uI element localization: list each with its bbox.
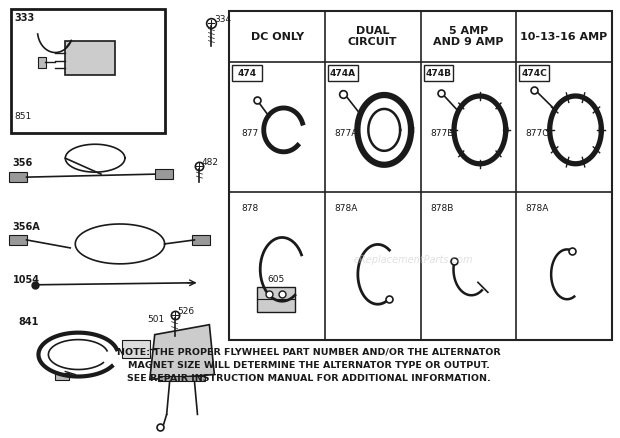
Bar bbox=[423, 66, 453, 81]
Bar bbox=[257, 287, 295, 312]
Text: 877: 877 bbox=[242, 129, 259, 138]
Text: 10-13-16 AMP: 10-13-16 AMP bbox=[520, 32, 608, 42]
Bar bbox=[9, 172, 27, 182]
Bar bbox=[229, 11, 612, 339]
Bar bbox=[55, 372, 69, 381]
Text: DUAL
CIRCUIT: DUAL CIRCUIT bbox=[348, 26, 397, 47]
Text: 474B: 474B bbox=[425, 69, 451, 78]
Text: NOTE: THE PROPER FLYWHEEL PART NUMBER AND/OR THE ALTERNATOR
MAGNET SIZE WILL DET: NOTE: THE PROPER FLYWHEEL PART NUMBER AN… bbox=[117, 348, 500, 383]
Bar bbox=[9, 235, 27, 245]
Polygon shape bbox=[150, 325, 215, 379]
Text: 851: 851 bbox=[15, 112, 32, 121]
Bar bbox=[328, 66, 358, 81]
Text: 5 AMP
AND 9 AMP: 5 AMP AND 9 AMP bbox=[433, 26, 503, 47]
Bar bbox=[232, 66, 262, 81]
Bar bbox=[122, 339, 150, 357]
Text: 877B: 877B bbox=[430, 129, 453, 138]
Text: 474C: 474C bbox=[521, 69, 547, 78]
Bar bbox=[38, 57, 46, 68]
Bar bbox=[65, 41, 115, 75]
Text: 878A: 878A bbox=[334, 204, 358, 212]
Text: 526: 526 bbox=[177, 307, 195, 316]
Text: 474A: 474A bbox=[330, 69, 356, 78]
Bar bbox=[192, 235, 210, 245]
Text: 877A: 877A bbox=[334, 129, 358, 138]
Text: 501: 501 bbox=[148, 314, 165, 324]
Text: eReplacementParts.com: eReplacementParts.com bbox=[353, 255, 473, 265]
Bar bbox=[157, 375, 205, 381]
Text: 356A: 356A bbox=[12, 222, 40, 232]
Bar bbox=[11, 9, 165, 133]
Text: 878A: 878A bbox=[526, 204, 549, 212]
Text: 878: 878 bbox=[242, 204, 259, 212]
Text: 841: 841 bbox=[19, 317, 39, 327]
Text: 877C: 877C bbox=[526, 129, 549, 138]
Bar bbox=[155, 169, 172, 179]
Text: DC ONLY: DC ONLY bbox=[250, 32, 304, 42]
Text: 474: 474 bbox=[237, 69, 257, 78]
Text: 1054: 1054 bbox=[12, 275, 40, 285]
Text: 605: 605 bbox=[267, 275, 285, 284]
Text: 334: 334 bbox=[215, 14, 231, 24]
Text: 333: 333 bbox=[15, 13, 35, 23]
Text: 878B: 878B bbox=[430, 204, 453, 212]
Text: 356: 356 bbox=[12, 158, 33, 168]
Text: 482: 482 bbox=[202, 158, 218, 167]
Bar bbox=[519, 66, 549, 81]
